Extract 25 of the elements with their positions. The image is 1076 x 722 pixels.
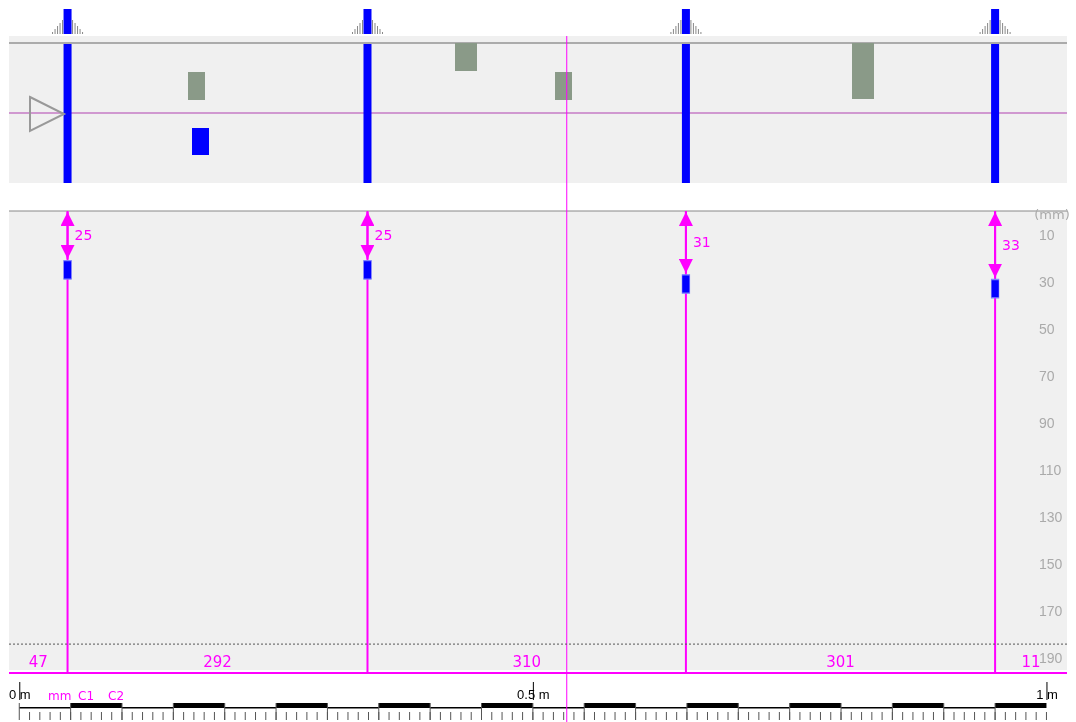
y-tick-label: 10 (1039, 226, 1055, 243)
y-tick-label: 30 (1039, 273, 1055, 290)
text: C1 (78, 689, 95, 703)
annotation: 47 (28, 653, 48, 671)
annotation: 310 (512, 653, 542, 671)
annotation: 11 (1021, 653, 1041, 671)
x-tick-label: 1 m (1036, 687, 1058, 703)
y-tick-label: 110 (1039, 461, 1062, 478)
annotation: 301 (826, 653, 855, 671)
text: C2 (108, 689, 125, 703)
y-tick-label: 70 (1039, 367, 1055, 384)
y-tick-label: 50 (1039, 320, 1055, 337)
data-label: 25 (74, 227, 93, 244)
y-tick-label: 190 (1039, 650, 1063, 667)
annotation: 292 (203, 653, 232, 671)
x-tick-label: 0 m (8, 687, 31, 703)
data-label: 31 (692, 234, 711, 251)
y-tick-label: 150 (1039, 556, 1063, 573)
y-tick-label: 170 (1039, 603, 1063, 620)
y-axis-title: (mm) (1034, 207, 1070, 222)
y-tick-label: 130 (1039, 508, 1063, 525)
data-label: 33 (1002, 236, 1020, 253)
text: mm (48, 689, 72, 703)
data-label: 25 (374, 227, 393, 244)
y-tick-label: 90 (1039, 414, 1055, 431)
